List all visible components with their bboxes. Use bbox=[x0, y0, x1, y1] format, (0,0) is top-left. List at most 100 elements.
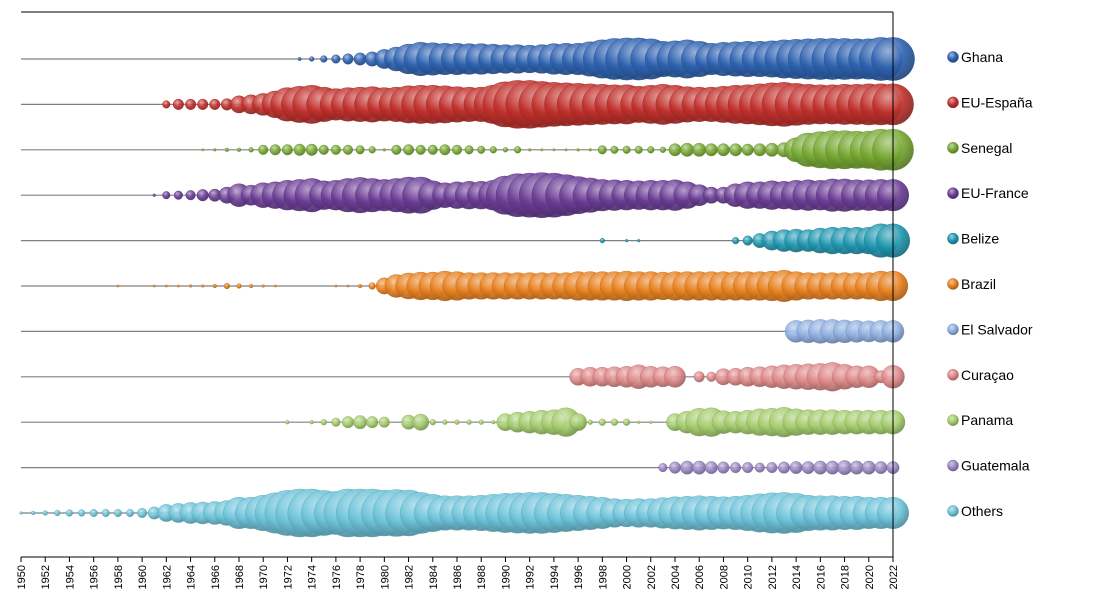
bubble-senegal-1988 bbox=[477, 145, 486, 154]
legend-marker-guatemala bbox=[947, 459, 959, 472]
bubble-senegal-2010 bbox=[741, 143, 754, 156]
bubble-belize-2000 bbox=[624, 239, 629, 243]
bubble-senegal-1969 bbox=[248, 147, 254, 153]
bubble-brazil-1958 bbox=[116, 284, 120, 288]
legend-marker-others bbox=[947, 505, 959, 517]
bubble-guatemala-2013 bbox=[778, 461, 791, 474]
bubble-curacao-2006 bbox=[693, 371, 705, 383]
bubble-senegal-1994 bbox=[552, 148, 556, 152]
bubble-others-1959 bbox=[125, 509, 134, 518]
bubble-senegal-1982 bbox=[403, 144, 415, 156]
bubble-guatemala-2015 bbox=[801, 461, 815, 474]
x-tick-label-2012: 2012 bbox=[767, 565, 779, 589]
bubble-guatemala-2019 bbox=[849, 460, 864, 475]
legend-item-curacao: Curaçao bbox=[947, 367, 1014, 383]
series-rows bbox=[19, 37, 915, 538]
x-tick-label-1956: 1956 bbox=[89, 565, 101, 589]
bubble-senegal-2006 bbox=[692, 142, 707, 157]
x-tick-label-1974: 1974 bbox=[307, 565, 319, 589]
bubble-brazil-1965 bbox=[201, 284, 205, 288]
bubble-ghana-1977 bbox=[342, 53, 354, 65]
bubble-senegal-1965 bbox=[201, 148, 205, 152]
x-tick-label-2008: 2008 bbox=[718, 565, 730, 589]
series-row-panama bbox=[21, 407, 906, 438]
bubble-panama-2001 bbox=[637, 420, 641, 424]
bubble-ghana-1978 bbox=[353, 52, 367, 66]
bubble-eu-france-1961 bbox=[152, 193, 156, 197]
bubble-senegal-2008 bbox=[717, 143, 730, 157]
bubble-senegal-1983 bbox=[415, 144, 426, 155]
bubble-guatemala-2017 bbox=[825, 460, 840, 475]
bubble-others-1953 bbox=[54, 509, 61, 517]
bubble-panama-2002 bbox=[649, 420, 653, 424]
bubble-curacao-2004 bbox=[664, 365, 686, 388]
bubble-eu-espana-1964 bbox=[185, 98, 197, 110]
bubble-senegal-1978 bbox=[355, 145, 365, 155]
series-row-belize bbox=[21, 223, 911, 258]
bubble-others-1954 bbox=[65, 509, 74, 517]
bubble-others-1960 bbox=[137, 508, 148, 519]
bubble-ghana-1976 bbox=[331, 54, 341, 64]
bubble-eu-espana-1962 bbox=[162, 100, 171, 109]
bubble-others-1957 bbox=[101, 509, 110, 518]
bubble-guatemala-2007 bbox=[704, 461, 718, 474]
x-tick-label-1998: 1998 bbox=[597, 565, 609, 589]
x-tick-label-1990: 1990 bbox=[500, 565, 512, 589]
bubble-guatemala-2008 bbox=[717, 461, 730, 474]
bubble-brazil-1961 bbox=[152, 284, 156, 288]
x-tick-label-1996: 1996 bbox=[573, 565, 585, 589]
bubble-others-1958 bbox=[113, 509, 122, 518]
legend-label-eu-france: EU-France bbox=[961, 185, 1029, 201]
bubble-senegal-1970 bbox=[258, 144, 269, 155]
x-tick-label-2014: 2014 bbox=[791, 565, 803, 589]
series-row-eu-espana bbox=[21, 80, 914, 129]
x-tick-label-1978: 1978 bbox=[355, 565, 367, 589]
bubble-senegal-2003 bbox=[659, 146, 667, 153]
series-row-senegal bbox=[21, 128, 914, 171]
bubble-senegal-1987 bbox=[464, 145, 474, 155]
bubble-others-1950 bbox=[19, 511, 23, 515]
bubble-senegal-1971 bbox=[269, 144, 281, 156]
legend-item-guatemala: Guatemala bbox=[947, 458, 1030, 474]
series-row-curacao bbox=[21, 362, 905, 392]
bubble-panama-1999 bbox=[610, 418, 619, 426]
bubble-brazil-1962 bbox=[164, 284, 168, 288]
bubble-senegal-1979 bbox=[368, 146, 376, 154]
bubble-senegal-2004 bbox=[668, 143, 682, 157]
bubble-panama-1997 bbox=[587, 419, 593, 425]
bubble-senegal-1980 bbox=[382, 148, 386, 152]
x-tick-label-1950: 1950 bbox=[16, 565, 28, 589]
bubble-belize-1998 bbox=[599, 238, 605, 244]
series-row-eu-france bbox=[21, 172, 910, 218]
bubble-others-1951 bbox=[30, 510, 36, 516]
bubble-senegal-1996 bbox=[576, 148, 580, 152]
bubble-panama-1975 bbox=[320, 419, 327, 426]
bubble-brazil-1976 bbox=[334, 284, 338, 288]
bubble-ghana-1975 bbox=[320, 55, 328, 63]
bubble-senegal-1992 bbox=[528, 148, 532, 152]
legend-item-senegal: Senegal bbox=[947, 140, 1012, 156]
x-tick-label-1988: 1988 bbox=[476, 565, 488, 589]
bubble-panama-1986 bbox=[454, 419, 460, 425]
legend-item-brazil: Brazil bbox=[947, 276, 996, 292]
x-tick-label-1992: 1992 bbox=[525, 565, 537, 589]
bubble-eu-espana-1965 bbox=[197, 98, 209, 110]
legend-label-curacao: Curaçao bbox=[961, 367, 1014, 383]
bubble-guatemala-2021 bbox=[874, 461, 888, 474]
legend-item-panama: Panama bbox=[947, 412, 1013, 428]
legend-label-eu-espana: EU-España bbox=[961, 94, 1033, 110]
bubble-guatemala-2005 bbox=[680, 460, 694, 475]
bubble-guatemala-2009 bbox=[730, 462, 742, 474]
bubble-guatemala-2012 bbox=[766, 462, 778, 474]
bubble-panama-1977 bbox=[342, 416, 355, 429]
bubble-others-1955 bbox=[77, 509, 86, 517]
bubble-senegal-1966 bbox=[213, 148, 217, 152]
legend-marker-curacao bbox=[947, 369, 959, 381]
bubble-senegal-1974 bbox=[305, 143, 318, 156]
legend-item-others: Others bbox=[947, 503, 1003, 519]
bubble-belize-2001 bbox=[637, 239, 641, 243]
bubble-senegal-1985 bbox=[439, 144, 451, 156]
x-tick-label-1958: 1958 bbox=[113, 565, 125, 589]
bubble-eu-france-1965 bbox=[196, 189, 209, 202]
